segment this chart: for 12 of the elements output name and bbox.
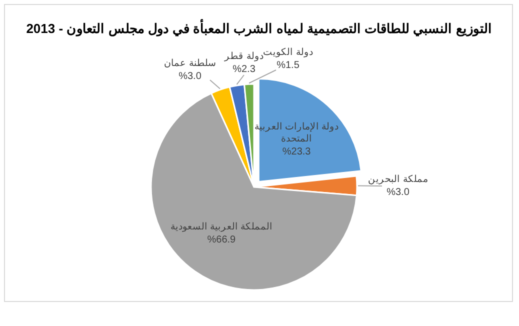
slice-label: دولة الكويت [263,47,313,58]
data-label: %1.5 [276,60,300,71]
slice-label: المملكة العربية السعودية [170,221,273,232]
data-label: %23.3 [282,146,312,158]
data-label: %3.0 [386,187,410,198]
data-label: %66.9 [207,234,236,246]
slice-label: مملكة البحرين [368,174,428,185]
slice-label: سلطنة عمان [164,58,216,69]
data-label: %3.0 [178,71,202,82]
chart-title: التوزيع النسبي للطاقات التصميمية لمياه الشرب المعبأة في دول مجلس التعاون - 2013 [26,19,492,37]
slice-label: دولة قطر [224,51,264,62]
data-label: %2.3 [232,64,256,75]
